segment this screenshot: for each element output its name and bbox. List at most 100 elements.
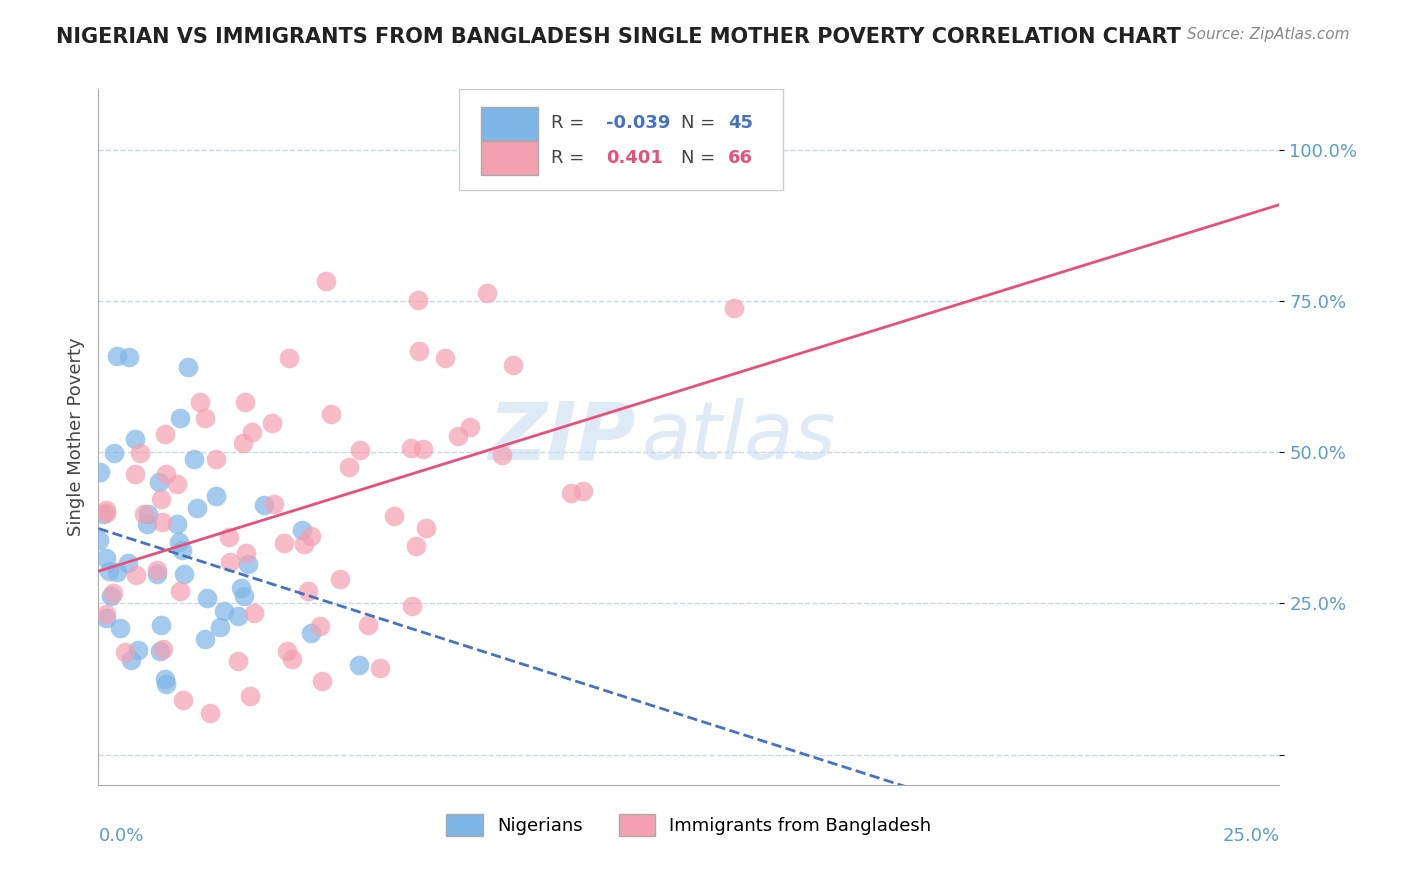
Y-axis label: Single Mother Poverty: Single Mother Poverty [66, 338, 84, 536]
Point [315, 274, 337, 288]
Point [169, 584, 191, 599]
Point [172, 692, 194, 706]
Point [152, 642, 174, 657]
Text: 0.401: 0.401 [606, 149, 664, 167]
Point [208, 620, 231, 634]
Point [155, 677, 177, 691]
Point [96, 607, 118, 621]
Point [146, 567, 169, 582]
Point [329, 572, 352, 586]
Point [368, 661, 391, 675]
Point [278, 351, 301, 366]
Point [118, 350, 141, 364]
Text: 45: 45 [728, 114, 754, 132]
Point [276, 644, 298, 658]
Point [412, 442, 434, 456]
Point [120, 653, 142, 667]
Point [281, 651, 304, 665]
Point [232, 590, 254, 604]
Point [108, 621, 131, 635]
Text: NIGERIAN VS IMMIGRANTS FROM BANGLADESH SINGLE MOTHER POVERTY CORRELATION CHART: NIGERIAN VS IMMIGRANTS FROM BANGLADESH S… [56, 27, 1181, 46]
Text: N =: N = [681, 114, 714, 132]
Point [349, 443, 371, 458]
Point [347, 657, 370, 672]
Point [149, 491, 172, 506]
Point [212, 603, 235, 617]
Point [337, 460, 360, 475]
Text: ZIP: ZIP [488, 398, 636, 476]
Point [89, 465, 111, 479]
Point [239, 690, 262, 704]
Point [415, 521, 437, 535]
Point [408, 343, 430, 358]
Point [723, 301, 745, 315]
Point [150, 516, 173, 530]
Point [183, 452, 205, 467]
Point [226, 609, 249, 624]
Point [96, 502, 118, 516]
Point [382, 509, 405, 524]
Point [117, 556, 139, 570]
Point [124, 467, 146, 482]
Point [166, 476, 188, 491]
Point [291, 523, 314, 537]
Point [125, 568, 148, 582]
Point [232, 435, 254, 450]
Point [299, 529, 322, 543]
Point [96, 551, 118, 566]
Text: atlas: atlas [641, 398, 837, 476]
Point [136, 507, 159, 521]
Point [308, 618, 330, 632]
Point [297, 584, 319, 599]
Point [405, 539, 427, 553]
Point [240, 425, 263, 439]
Point [401, 599, 423, 613]
Point [447, 428, 470, 442]
Point [149, 644, 172, 658]
Point [87, 533, 110, 547]
Point [135, 516, 157, 531]
Point [260, 416, 283, 430]
Point [127, 642, 149, 657]
Point [114, 645, 136, 659]
Point [253, 498, 276, 512]
Point [319, 407, 342, 421]
Point [433, 351, 456, 365]
Point [226, 654, 249, 668]
Text: 25.0%: 25.0% [1222, 827, 1279, 845]
Point [103, 586, 125, 600]
Point [243, 606, 266, 620]
Point [502, 358, 524, 372]
Point [194, 632, 217, 647]
Point [150, 618, 173, 632]
Point [406, 293, 429, 307]
Point [129, 445, 152, 459]
Point [218, 530, 240, 544]
FancyBboxPatch shape [458, 89, 783, 190]
FancyBboxPatch shape [481, 106, 537, 140]
Point [311, 674, 333, 689]
Point [103, 446, 125, 460]
Point [238, 558, 260, 572]
Point [166, 516, 188, 531]
Point [173, 567, 195, 582]
Text: Source: ZipAtlas.com: Source: ZipAtlas.com [1187, 27, 1350, 42]
Point [560, 485, 582, 500]
Point [124, 432, 146, 446]
Point [148, 475, 170, 489]
Point [177, 359, 200, 374]
FancyBboxPatch shape [481, 141, 537, 175]
Point [292, 537, 315, 551]
Point [153, 426, 176, 441]
Text: 66: 66 [728, 149, 754, 167]
Point [229, 581, 252, 595]
Text: N =: N = [681, 149, 714, 167]
Point [233, 395, 256, 409]
Point [491, 448, 513, 462]
Point [145, 563, 167, 577]
Point [205, 490, 228, 504]
Point [218, 555, 240, 569]
Point [299, 625, 322, 640]
Point [100, 589, 122, 603]
Point [97, 564, 120, 578]
